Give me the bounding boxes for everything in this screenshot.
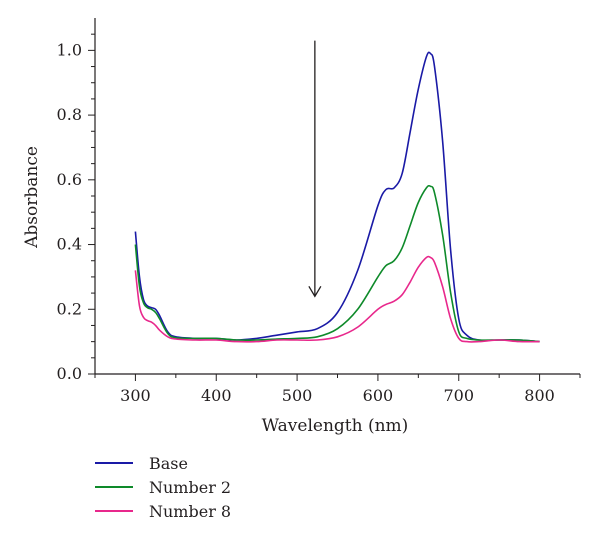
legend-item-base: Base xyxy=(95,451,231,475)
legend-swatch xyxy=(95,486,133,488)
x-tick-label: 700 xyxy=(443,386,474,405)
arrow-head xyxy=(308,285,322,298)
x-tick-label: 400 xyxy=(201,386,232,405)
x-axis-title: Wavelength (nm) xyxy=(262,416,409,436)
y-tick-label: 0.4 xyxy=(57,235,82,254)
x-tick-label: 300 xyxy=(120,386,151,405)
legend-item-number-2: Number 2 xyxy=(95,475,231,499)
y-tick-label: 0.0 xyxy=(57,364,82,383)
axes xyxy=(94,18,580,375)
annotation-arrow xyxy=(308,40,322,298)
y-tick-label: 1.0 xyxy=(57,40,82,59)
ticks: 300 400 500 600 700 800 0.0 0.2 0.4 0.6 0.8 1.0 xyxy=(57,33,581,405)
y-tick-label: 0.2 xyxy=(57,299,82,318)
x-tick-label: 800 xyxy=(524,386,555,405)
series-line-number-8 xyxy=(134,255,540,343)
legend-swatch xyxy=(95,462,133,464)
y-axis-title: Absorbance xyxy=(22,146,42,249)
series-line-number-2 xyxy=(134,184,540,343)
x-tick-label: 600 xyxy=(363,386,394,405)
legend-label: Number 8 xyxy=(149,501,232,521)
legend-label: Number 2 xyxy=(149,477,232,497)
legend-swatch xyxy=(95,510,133,512)
y-tick-label: 0.8 xyxy=(57,105,82,124)
legend: Base Number 2 Number 8 xyxy=(95,451,231,523)
plot-lines xyxy=(134,51,540,343)
series-line-base xyxy=(134,51,540,343)
x-tick-label: 500 xyxy=(282,386,313,405)
legend-item-number-8: Number 8 xyxy=(95,499,231,523)
y-tick-label: 0.6 xyxy=(57,170,82,189)
legend-label: Base xyxy=(149,453,188,473)
